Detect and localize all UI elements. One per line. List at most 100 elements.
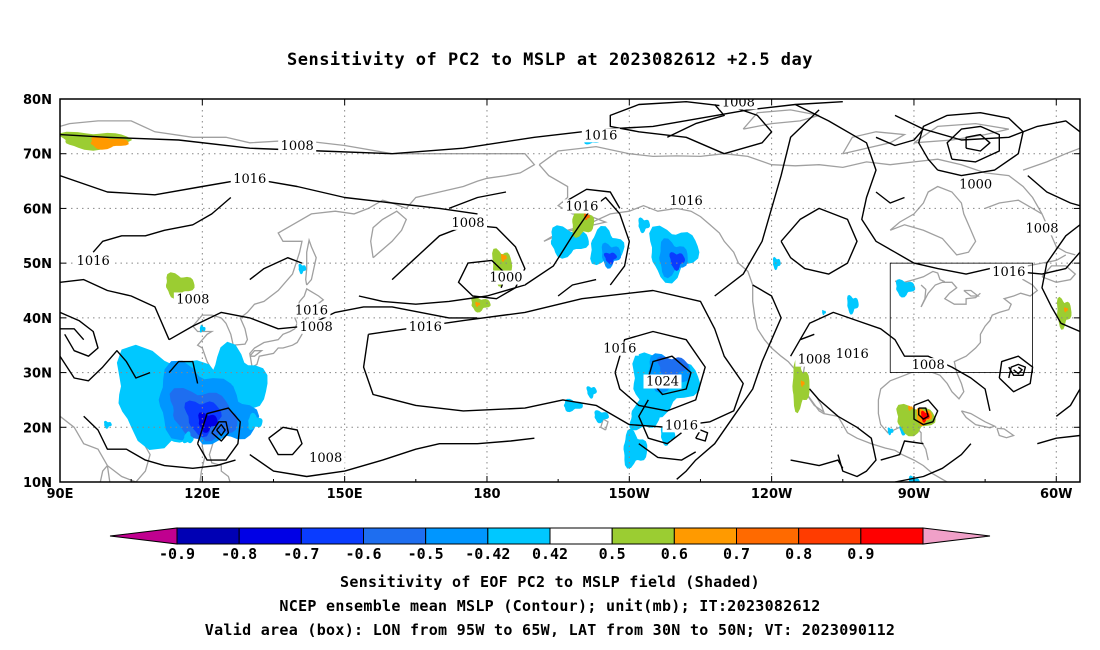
caption-shading: Sensitivity of EOF PC2 to MSLP field (Sh… <box>340 573 760 591</box>
contour-label: 1016 <box>409 320 442 335</box>
colorbar-tick-label: 0.5 <box>599 545 626 563</box>
coastline <box>920 281 981 308</box>
contour-label: 1016 <box>836 347 869 362</box>
coastline <box>99 465 111 482</box>
contour-label-bg <box>989 265 1028 280</box>
contour-label: 1008 <box>798 353 831 368</box>
isobar <box>448 191 507 210</box>
x-tick-label: 90E <box>47 487 74 502</box>
x-tick-label: 120E <box>184 487 220 502</box>
isobar <box>1055 388 1080 417</box>
x-tick-label: 180 <box>473 487 500 502</box>
sensitivity-shading <box>60 131 1072 482</box>
coastline <box>249 350 264 357</box>
isobar <box>875 128 924 147</box>
contour-label: 1008 <box>281 139 314 154</box>
contour-label-bg <box>278 139 317 154</box>
colorbar-swatch <box>176 527 240 545</box>
isobar <box>1013 366 1023 375</box>
contour-label-bg <box>292 303 331 318</box>
isobar <box>1041 224 1080 333</box>
sensitivity-region <box>638 217 650 234</box>
colorbar-swatch <box>300 527 365 545</box>
colorbar-tick-label: 0.42 <box>532 545 568 563</box>
contour-label-bg <box>1023 221 1062 236</box>
contour-label: 1016 <box>603 342 636 357</box>
isobar <box>614 330 706 412</box>
sensitivity-region <box>629 398 661 431</box>
contour-labels: 1008 1016 1016 1008 1016 1008 1016 1008 1000 1016… <box>74 95 1062 466</box>
colorbar-swatch <box>238 527 302 545</box>
contour-label: 1008 <box>912 358 945 373</box>
isobar <box>1008 363 1027 379</box>
coastline <box>1041 265 1077 283</box>
caption-valid-area: Valid area (box): LON from 95W to 65W, L… <box>204 621 896 639</box>
isobar <box>913 399 939 426</box>
x-tick-label: 60W <box>1040 487 1072 502</box>
y-tick-label: 30N <box>23 367 52 382</box>
sensitivity-region <box>584 213 590 221</box>
isobar <box>557 278 597 297</box>
isobar <box>60 101 843 155</box>
isobar <box>790 459 844 469</box>
contour-label: 1016 <box>665 418 698 433</box>
isobar <box>60 311 99 357</box>
contour-label: 1008 <box>722 95 755 110</box>
coastline <box>913 122 1009 144</box>
contour-label: 1016 <box>584 128 617 143</box>
y-tick-label: 20N <box>23 421 52 436</box>
colorbar-swatch <box>549 527 613 545</box>
coastline <box>984 199 1043 215</box>
colorbar-tick-label: -0.7 <box>283 545 319 563</box>
contour-label: 1016 <box>670 194 703 209</box>
coastline <box>920 284 927 308</box>
valid-area-box <box>889 262 1033 373</box>
x-tick-label: 120W <box>751 487 792 502</box>
contour-label: 1008 <box>309 451 342 466</box>
y-tick-label: 40N <box>23 312 52 327</box>
sensitivity-region <box>847 294 859 315</box>
contour-label-bg <box>719 99 758 110</box>
sensitivity-region <box>298 263 307 275</box>
colorbar-extend-high <box>922 527 991 545</box>
contour-label-bg <box>667 193 706 208</box>
contour-label-bg <box>600 341 639 356</box>
coastline <box>894 270 946 283</box>
colorbar-tick-label: -0.8 <box>221 545 257 563</box>
y-tick-label: 50N <box>23 257 52 272</box>
contour-label: 1016 <box>565 199 598 214</box>
sensitivity-region <box>887 427 894 436</box>
isobar <box>216 423 226 437</box>
contour-label-bg <box>230 172 269 187</box>
chart-title: Sensitivity of PC2 to MSLP at 2023082612… <box>286 50 813 70</box>
colorbar-tick-label: -0.6 <box>345 545 381 563</box>
isobar <box>609 101 773 155</box>
isobar <box>60 174 478 215</box>
x-tick-label: 150W <box>609 487 650 502</box>
contour-label-bg <box>795 352 834 367</box>
coastline <box>538 145 1076 256</box>
contour-label-bg <box>306 451 345 466</box>
x-tick-label: 150E <box>327 487 363 502</box>
isobar <box>249 257 303 281</box>
sensitivity-region <box>104 420 112 429</box>
colorbar-tick-label: -0.9 <box>159 545 195 563</box>
colorbar-tick-label: -0.5 <box>408 545 444 563</box>
colorbar-swatch <box>673 527 737 545</box>
colorbar-swatch <box>611 527 675 545</box>
colorbar-swatch <box>487 527 551 545</box>
isobar <box>1037 434 1080 445</box>
valid-area-rect <box>889 262 1033 373</box>
sensitivity-region <box>90 136 129 150</box>
sensitivity-region <box>475 301 481 307</box>
colorbar-swatch <box>798 527 862 545</box>
y-tick-label: 10N <box>23 476 52 491</box>
isobar <box>60 350 151 382</box>
contour-label-bg <box>833 347 872 362</box>
isobar <box>676 284 782 480</box>
isobar <box>946 125 1000 163</box>
contour-label: 1000 <box>959 178 992 193</box>
sensitivity-region <box>792 360 810 414</box>
isobar <box>780 207 858 275</box>
